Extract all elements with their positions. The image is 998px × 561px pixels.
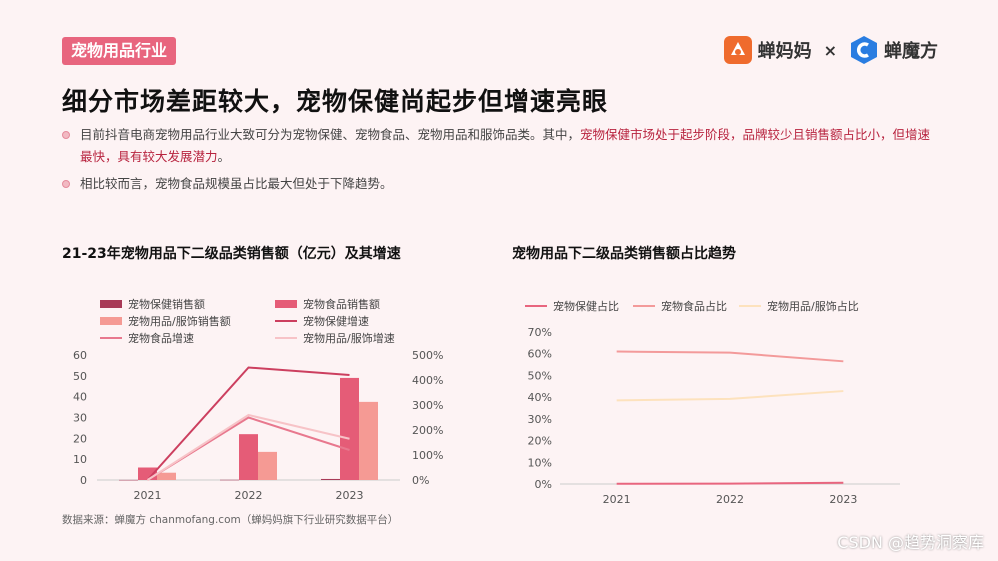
y-tick-label: 50	[73, 370, 87, 383]
left-chart-legend: 宠物保健销售额 宠物食品销售额 宠物用品/服饰销售额 宠物保健增速 宠物食品增速…	[100, 296, 430, 346]
y-tick-label: 40	[73, 391, 87, 404]
y-tick-label: 50%	[528, 369, 552, 382]
bar-health	[119, 479, 138, 481]
y-tick-label: 30	[73, 412, 87, 425]
data-source-note: 数据来源：蝉魔方 chanmofang.com（蝉妈妈旗下行业研究数据平台）	[62, 514, 399, 526]
chanmama-icon	[723, 36, 752, 64]
y-tick-label: 30%	[528, 413, 552, 426]
share-trend-chart: 0% 10% 20% 30% 40% 50% 60% 70% 2021 2022 2023	[528, 326, 900, 506]
legend-label: 宠物食品销售额	[303, 298, 380, 311]
chanmofang-icon	[851, 36, 877, 64]
legend-label: 宠物用品/服饰占比	[767, 300, 859, 313]
legend-label: 宠物保健销售额	[128, 298, 205, 311]
bullet-1-highlight: 宠物保健市场处于起步阶段，品牌较少且销售额占比小，但增速最快，具有较大发展潜力	[80, 127, 931, 164]
y-tick-label: 10%	[528, 456, 552, 469]
bar-food	[340, 377, 359, 480]
share-line-supplies	[616, 390, 844, 402]
left-chart-title: 21-23年宠物用品下二级品类销售额（亿元）及其增速	[62, 246, 401, 262]
bullet-1-end: 。	[217, 149, 231, 164]
y2-tick-label: 200%	[412, 424, 443, 437]
bullet-2-text: 相比较而言，宠物食品规模虽占比最大但处于下降趋势。	[80, 176, 393, 191]
sales-growth-chart: 0 10 20 30 40 50 60 0% 100% 200% 300% 400% 500% 2021 2…	[73, 349, 443, 502]
y-tick-label: 20	[73, 432, 87, 445]
chanmama-logo: 蝉妈妈	[723, 35, 812, 65]
x-tick-label: 2022	[235, 489, 263, 502]
bullet-dot-icon	[62, 180, 70, 188]
bar-food	[239, 434, 258, 480]
y2-tick-label: 500%	[412, 349, 443, 362]
page-headline: 细分市场差距较大，宠物保健尚起步但增速亮眼	[62, 87, 609, 116]
bullet-1-text: 目前抖音电商宠物用品行业大致可分为宠物保健、宠物食品、宠物用品和服饰品类。其中，	[80, 127, 581, 142]
legend-food-sales: 宠物食品销售额	[275, 296, 380, 312]
industry-tag: 宠物用品行业	[62, 37, 177, 65]
bar-supplies	[359, 401, 378, 480]
legend-health-share: 宠物保健占比	[525, 298, 619, 314]
y-tick-label: 60	[73, 349, 87, 362]
right-chart-title: 宠物用品下二级品类销售额占比趋势	[512, 246, 736, 262]
chanmama-name: 蝉妈妈	[757, 41, 812, 62]
legend-supplies-growth: 宠物用品/服饰增速	[275, 330, 395, 346]
bar-supplies	[258, 451, 277, 480]
legend-label: 宠物用品/服饰销售额	[128, 315, 231, 328]
right-chart-legend: 宠物保健占比 宠物食品占比 宠物用品/服饰占比	[525, 298, 925, 314]
y-tick-label: 20%	[528, 435, 552, 448]
y2-tick-label: 0%	[412, 474, 429, 487]
bullet-2: 相比较而言，宠物食品规模虽占比最大但处于下降趋势。	[62, 173, 942, 195]
legend-health-sales: 宠物保健销售额	[100, 296, 205, 312]
x-tick-label: 2022	[716, 493, 744, 506]
y-tick-label: 0	[80, 474, 87, 487]
legend-supplies-sales: 宠物用品/服饰销售额	[100, 313, 231, 329]
legend-swatch	[275, 300, 297, 308]
bullet-1: 目前抖音电商宠物用品行业大致可分为宠物保健、宠物食品、宠物用品和服饰品类。其中，…	[62, 124, 942, 168]
legend-line	[275, 337, 297, 339]
bar-supplies	[157, 472, 176, 480]
y2-tick-label: 400%	[412, 374, 443, 387]
legend-line	[739, 305, 761, 307]
chanmofang-logo: 蝉魔方	[849, 35, 938, 65]
legend-line	[275, 320, 297, 322]
legend-line	[100, 337, 122, 339]
bar-health	[220, 479, 239, 481]
legend-line	[633, 305, 655, 307]
watermark: CSDN @趋势洞察库	[837, 533, 984, 552]
share-line-food	[616, 350, 844, 363]
growth-line-health	[146, 366, 350, 481]
summary-bullets: 目前抖音电商宠物用品行业大致可分为宠物保健、宠物食品、宠物用品和服饰品类。其中，…	[62, 124, 942, 200]
y-tick-label: 60%	[528, 348, 552, 361]
bar-health	[321, 478, 340, 480]
legend-swatch	[100, 300, 122, 308]
legend-supplies-share: 宠物用品/服饰占比	[739, 298, 859, 314]
legend-health-growth: 宠物保健增速	[275, 313, 369, 329]
x-tick-label: 2021	[603, 493, 631, 506]
logo-separator: ×	[823, 40, 837, 60]
share-line-health	[616, 481, 844, 485]
legend-line	[525, 305, 547, 307]
y2-tick-label: 100%	[412, 449, 443, 462]
y-tick-label: 0%	[535, 478, 552, 491]
legend-label: 宠物食品占比	[661, 300, 727, 313]
legend-label: 宠物保健占比	[553, 300, 619, 313]
chanmofang-name: 蝉魔方	[884, 41, 938, 62]
growth-line-supplies	[146, 413, 350, 481]
legend-label: 宠物保健增速	[303, 315, 369, 328]
y-tick-label: 70%	[528, 326, 552, 339]
y-tick-label: 40%	[528, 391, 552, 404]
y-tick-label: 10	[73, 453, 87, 466]
x-tick-label: 2023	[336, 489, 364, 502]
legend-label: 宠物食品增速	[128, 332, 194, 345]
legend-food-growth: 宠物食品增速	[100, 330, 194, 346]
y2-tick-label: 300%	[412, 399, 443, 412]
x-tick-label: 2021	[134, 489, 162, 502]
x-tick-label: 2023	[829, 493, 857, 506]
legend-food-share: 宠物食品占比	[633, 298, 727, 314]
legend-label: 宠物用品/服饰增速	[303, 332, 395, 345]
brand-logos: 蝉妈妈 × 蝉魔方	[723, 33, 938, 67]
legend-swatch	[100, 317, 122, 325]
bullet-dot-icon	[62, 131, 70, 139]
